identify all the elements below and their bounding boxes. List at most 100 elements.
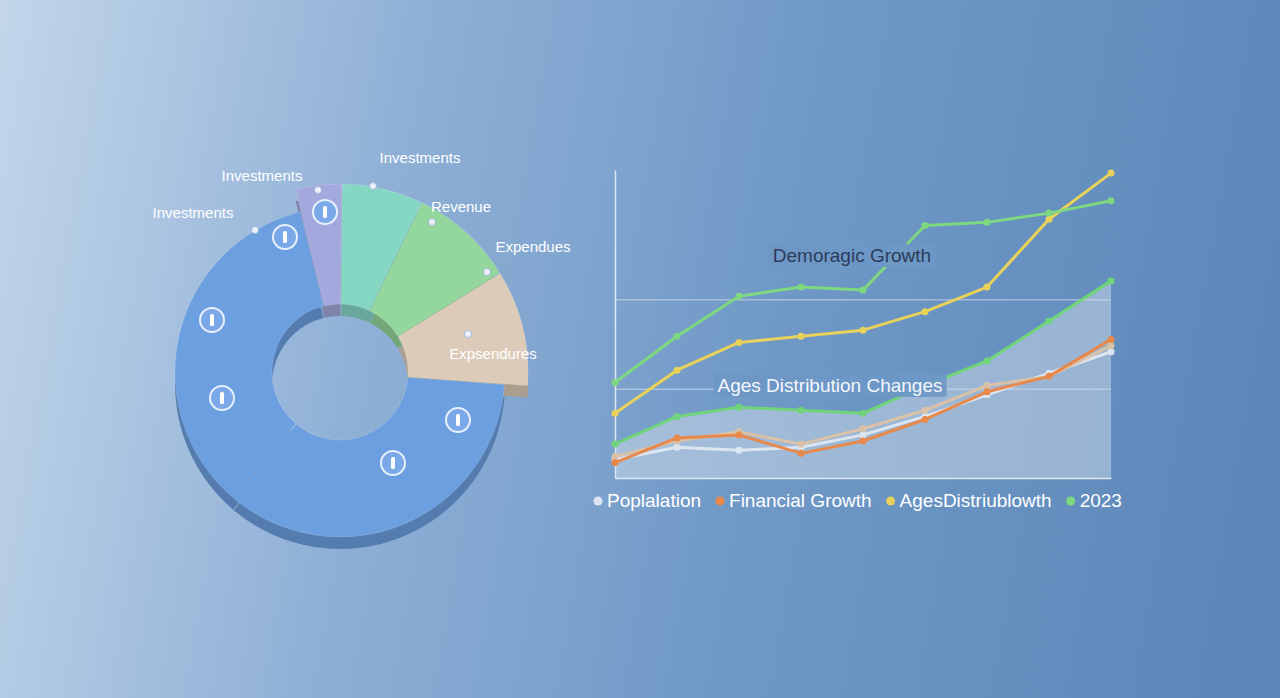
point: [674, 333, 681, 340]
icon-badge: [313, 200, 337, 224]
point: [1046, 373, 1053, 380]
point: [674, 444, 681, 451]
leader-dot: [484, 269, 491, 276]
annotation: Ages Distribution Changes: [718, 375, 943, 396]
series: [612, 342, 1115, 460]
line: [615, 352, 1111, 460]
point: [860, 327, 867, 334]
slice-label: Investments: [153, 204, 234, 221]
icon-badge: [381, 451, 405, 475]
point: [798, 441, 805, 448]
leader-dot: [252, 227, 259, 234]
marks: [612, 170, 1115, 478]
icon-badge: [273, 225, 297, 249]
legend-label: AgesDistriublowth: [900, 490, 1052, 511]
point: [798, 284, 805, 291]
x-axis: [616, 478, 1112, 479]
annotations: Demoragic Growth Ages Distribution Change…: [714, 244, 947, 397]
tick: [615, 299, 1111, 300]
leader-dot: [315, 187, 322, 194]
point: [922, 308, 929, 315]
point: [674, 413, 681, 420]
point: [736, 447, 743, 454]
slice-label: Investments: [380, 149, 461, 166]
series: [612, 197, 1115, 386]
point: [798, 333, 805, 340]
grid-line: [615, 299, 1111, 300]
line: [615, 346, 1111, 457]
point: [1108, 342, 1115, 349]
point: [984, 284, 991, 291]
icons: [200, 200, 470, 475]
line: [615, 281, 1111, 444]
point: [860, 431, 867, 438]
icon-badge: [446, 408, 470, 432]
slice-label: Expsendures: [449, 345, 537, 362]
line-chart: [612, 170, 1115, 479]
point: [612, 441, 619, 448]
point: [736, 339, 743, 346]
point: [674, 367, 681, 374]
leader-dot: [465, 331, 472, 338]
icon-glyph: [220, 392, 224, 404]
slice-label: Investments: [222, 167, 303, 184]
point: [1046, 210, 1053, 217]
legend-swatch: [594, 497, 603, 506]
point: [1046, 317, 1053, 324]
icon-glyph: [391, 457, 395, 469]
line: [615, 339, 1111, 462]
point: [1046, 216, 1053, 223]
area: [615, 281, 1111, 478]
point: [736, 404, 743, 411]
point: [674, 434, 681, 441]
point: [1108, 197, 1115, 204]
icon-glyph: [323, 206, 327, 218]
icon-badge: [200, 308, 224, 332]
series: [612, 170, 1115, 417]
legend-swatch: [886, 497, 895, 506]
icon-badge: [210, 386, 234, 410]
icon-glyph: [283, 231, 287, 243]
annotation: Demoragic Growth: [773, 245, 931, 266]
point: [922, 222, 929, 229]
slice-label: Expendues: [495, 238, 570, 255]
point: [984, 219, 991, 226]
point: [860, 438, 867, 445]
point: [612, 453, 619, 460]
legend-swatch: [716, 497, 725, 506]
legend-label: Poplalation: [607, 490, 701, 511]
point: [612, 410, 619, 417]
point: [736, 431, 743, 438]
icon-glyph: [210, 314, 214, 326]
series: [612, 336, 1115, 466]
donut-chart: [175, 184, 528, 549]
y-axis-line: [615, 171, 617, 479]
line: [615, 173, 1111, 413]
point: [922, 416, 929, 423]
canvas: Investments Investments Revenue Expendues Ex…: [0, 0, 1280, 698]
legend-swatch: [1066, 497, 1075, 506]
point: [798, 450, 805, 457]
point: [798, 407, 805, 414]
legend: Poplalation Financial Growth AgesDistriubl…: [594, 490, 1122, 511]
point: [984, 388, 991, 395]
icon-glyph: [456, 414, 460, 426]
donut-labels: Investments Investments Revenue Expendues Ex…: [153, 149, 571, 362]
point: [1108, 348, 1115, 355]
legend-label: Financial Growth: [729, 490, 872, 511]
point: [1108, 277, 1115, 284]
series: [612, 277, 1115, 478]
point: [1108, 170, 1115, 177]
slice-label: Revenue: [431, 198, 491, 215]
point: [984, 357, 991, 364]
point: [736, 293, 743, 300]
annotation-patch: [714, 374, 947, 397]
point: [612, 459, 619, 466]
point: [1108, 336, 1115, 343]
point: [922, 407, 929, 414]
point: [860, 410, 867, 417]
point: [860, 425, 867, 432]
y-axis: [615, 171, 1111, 479]
leader-dot: [429, 219, 436, 226]
leader-dot: [370, 183, 377, 190]
